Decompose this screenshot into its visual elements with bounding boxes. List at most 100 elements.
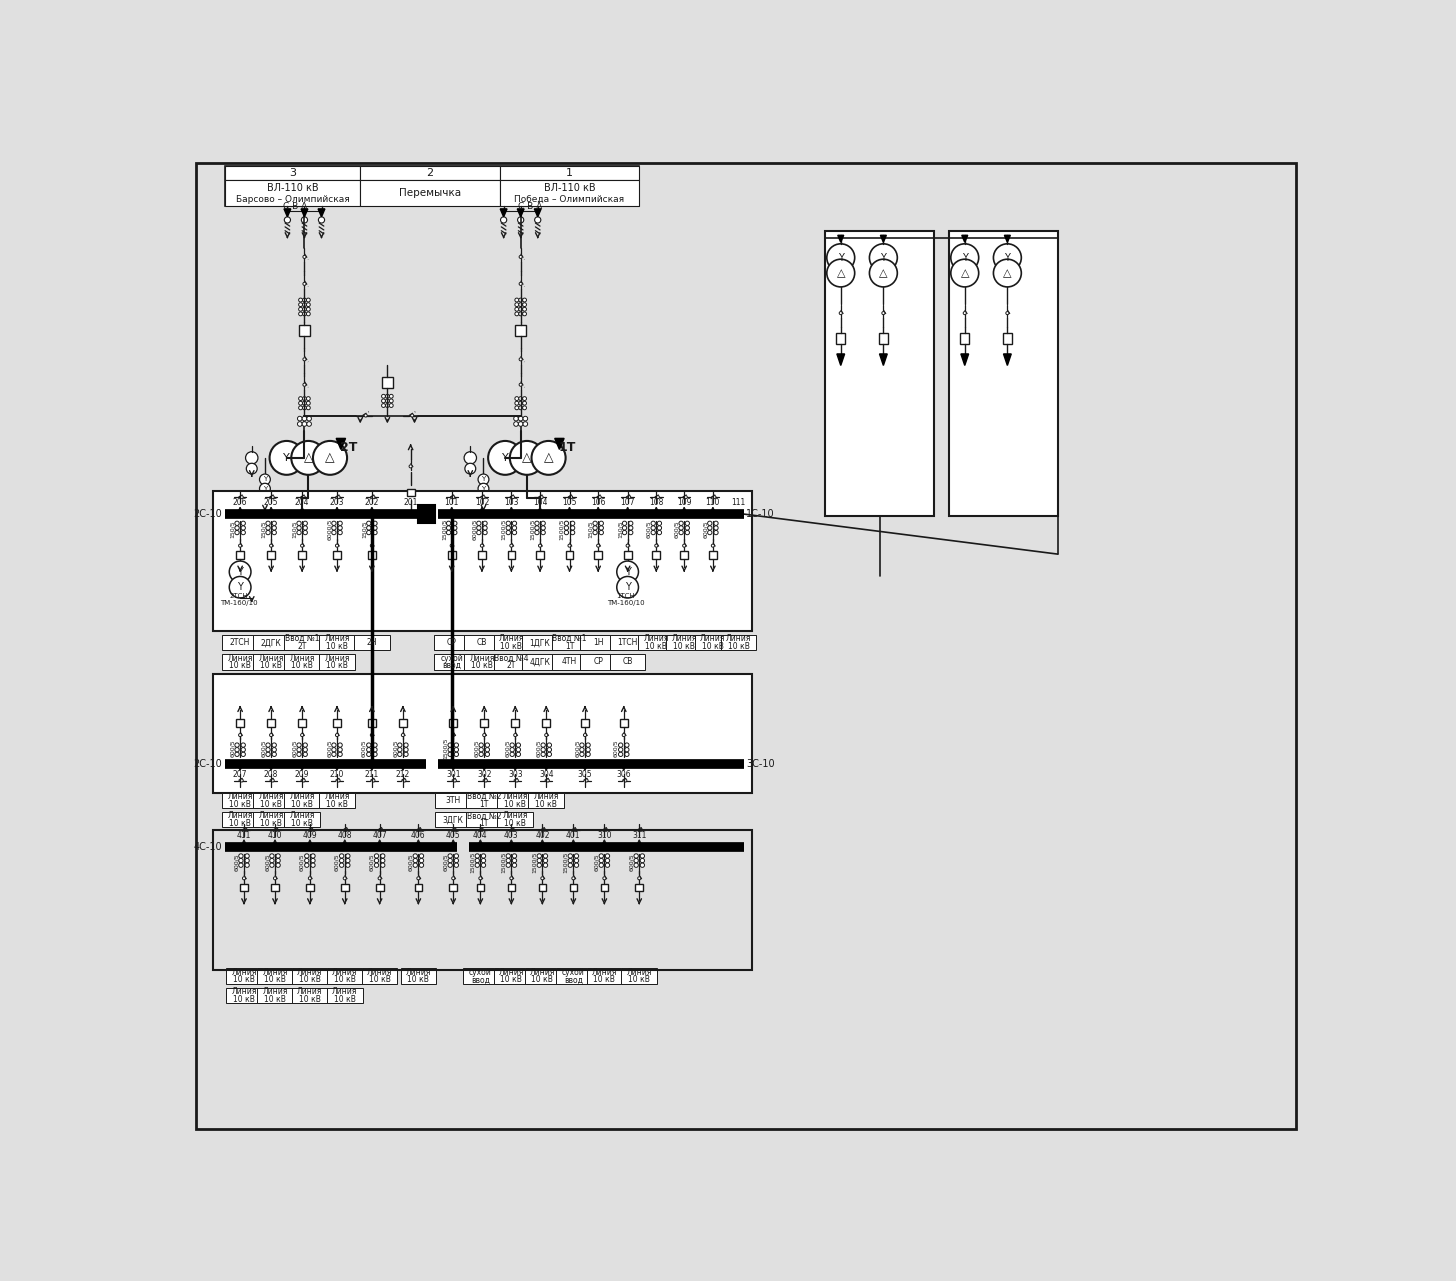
Circle shape [515,406,518,410]
Circle shape [338,525,342,530]
Circle shape [515,307,518,311]
Circle shape [633,854,638,858]
Circle shape [397,752,402,757]
Circle shape [709,511,716,518]
Text: 4ТН: 4ТН [562,657,577,666]
Text: 210: 210 [331,770,344,779]
Bar [224,179,360,206]
Text: 600/5: 600/5 [335,853,339,871]
Bar [435,812,472,828]
Circle shape [510,743,514,747]
Circle shape [239,858,243,862]
Text: 1500/5: 1500/5 [559,519,565,541]
Circle shape [245,829,248,831]
Circle shape [507,863,511,867]
Text: 10 кВ: 10 кВ [261,819,282,828]
Circle shape [339,863,344,867]
Circle shape [306,406,310,410]
Bar [556,968,591,984]
Text: 6000/5: 6000/5 [326,519,332,541]
Circle shape [284,216,291,223]
Circle shape [298,406,303,410]
Text: 600/5: 600/5 [326,739,332,757]
Circle shape [338,530,342,534]
Circle shape [371,779,376,781]
Circle shape [708,530,712,534]
Circle shape [243,876,246,880]
Text: 10 кВ: 10 кВ [645,642,667,651]
Circle shape [242,525,246,530]
Text: 102: 102 [475,498,489,507]
Circle shape [464,464,476,474]
Bar [284,635,320,651]
Circle shape [827,259,855,287]
Circle shape [571,525,575,530]
Circle shape [593,530,597,534]
Bar [498,793,533,808]
Bar [293,988,328,1003]
Circle shape [869,243,897,272]
Text: Линия: Линия [499,967,524,976]
Circle shape [511,496,514,498]
Circle shape [542,521,546,525]
Circle shape [518,406,523,410]
Bar [721,635,756,651]
Text: 305: 305 [578,770,593,779]
Circle shape [335,734,339,737]
Text: 600/5: 600/5 [629,853,633,871]
Circle shape [303,743,307,747]
Circle shape [303,307,306,311]
Circle shape [374,863,379,867]
Text: 600/5: 600/5 [291,739,297,757]
Bar [319,655,355,670]
Text: 10 кВ: 10 кВ [536,799,558,808]
Text: Линия: Линия [367,967,392,976]
Bar [623,551,632,559]
Bar [478,551,486,559]
Text: 10 кВ: 10 кВ [673,642,695,651]
Circle shape [297,748,301,752]
Bar [494,655,529,670]
Text: Y: Y [962,252,968,263]
Bar [213,830,751,970]
Circle shape [266,752,271,757]
Bar [368,719,376,726]
Circle shape [513,761,518,766]
Circle shape [336,496,341,498]
Circle shape [419,858,424,862]
Text: ввод: ввод [563,975,582,984]
Bar [565,551,574,559]
Text: 209: 209 [296,770,309,779]
Bar [524,968,561,984]
Bar [268,551,275,559]
Circle shape [277,854,280,858]
Bar [298,325,310,336]
Text: 600/5: 600/5 [475,739,479,757]
Circle shape [513,854,517,858]
Circle shape [622,530,626,534]
Text: 150/5: 150/5 [291,520,297,538]
Circle shape [574,829,577,831]
Circle shape [298,401,303,405]
Circle shape [246,464,258,474]
Circle shape [510,441,545,475]
Circle shape [476,525,480,530]
Bar [949,231,1057,516]
Circle shape [517,748,521,752]
Text: 150/5: 150/5 [261,520,266,538]
Circle shape [419,854,424,858]
Circle shape [476,530,480,534]
Circle shape [303,406,306,410]
Circle shape [565,521,569,525]
Text: 1500/5: 1500/5 [530,519,534,541]
Circle shape [518,313,523,316]
Circle shape [508,844,514,849]
Bar [680,551,689,559]
Circle shape [625,743,629,747]
Circle shape [344,876,347,880]
Text: 1500/5: 1500/5 [501,852,507,872]
Circle shape [272,530,277,534]
Bar [253,655,288,670]
Text: 106: 106 [591,498,606,507]
Text: 407: 407 [373,831,387,840]
